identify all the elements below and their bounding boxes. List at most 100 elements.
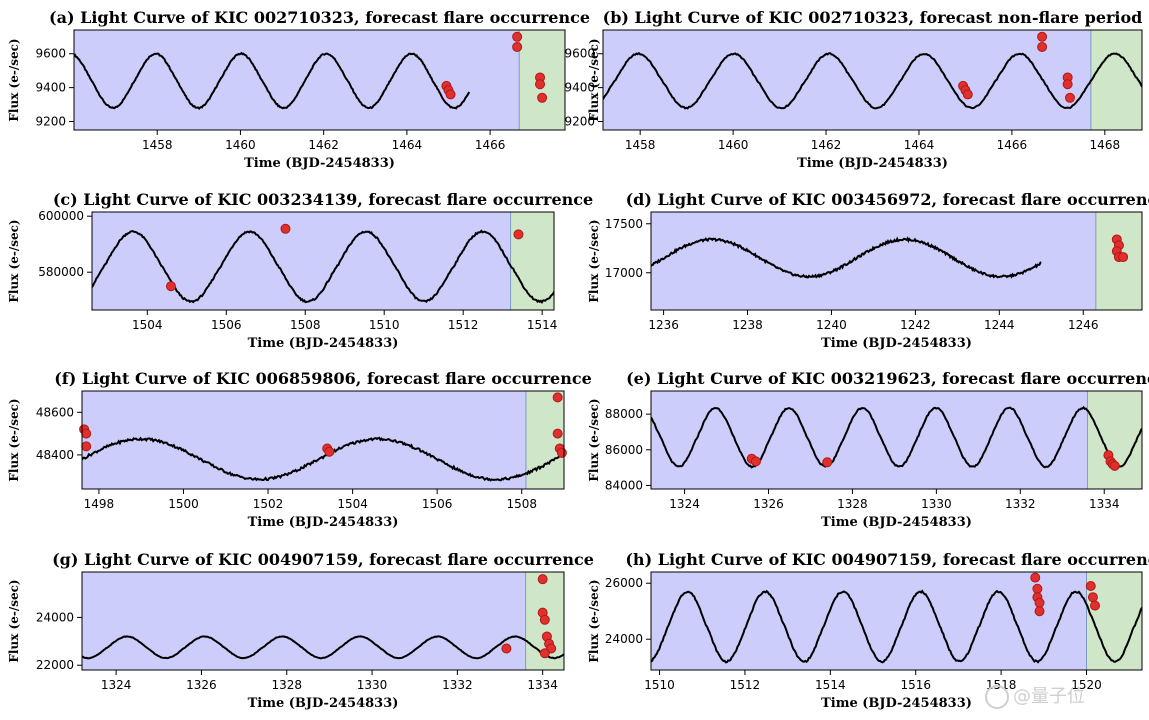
chart-title: (d) Light Curve of KIC 003456972, foreca… (626, 190, 1149, 209)
flare-region (1086, 572, 1142, 670)
flare-point (539, 648, 550, 659)
chart-title: (c) Light Curve of KIC 003234139, foreca… (53, 190, 593, 209)
x-tick-label: 1328 (271, 678, 302, 692)
flare-region (1087, 391, 1142, 489)
x-tick-label: 1246 (1068, 318, 1099, 332)
flare-region (510, 212, 554, 310)
y-tick-label: 48600 (36, 405, 74, 419)
x-tick-label: 1502 (253, 497, 284, 511)
x-tick-label: 1330 (357, 678, 388, 692)
x-axis-label: Time (BJD-2454833) (248, 696, 399, 711)
x-tick-label: 1328 (837, 497, 868, 511)
y-axis-label: Flux (e-/sec) (7, 219, 21, 302)
plot-frame (602, 29, 1143, 131)
x-tick-label: 1512 (448, 318, 479, 332)
flare-point (81, 441, 92, 452)
flux-line (74, 51, 471, 111)
y-tick-label: 17500 (605, 217, 643, 231)
x-axis-label: Time (BJD-2454833) (821, 696, 972, 711)
chart-title: (g) Light Curve of KIC 004907159, foreca… (52, 550, 594, 569)
plot-frame (91, 211, 555, 311)
x-tick-label: 1236 (648, 318, 679, 332)
panel-f: 1498 1500 1502 1504 1506 1508 48400 48600 (f) Li… (7, 369, 592, 530)
x-tick-label: 1458 (625, 138, 656, 152)
y-tick-label: 24000 (605, 632, 643, 646)
x-tick-label: 1332 (442, 678, 473, 692)
watermark: @量子位 (985, 682, 1145, 714)
flare-point (552, 392, 563, 403)
non-flare-region (82, 391, 526, 489)
plot-frame (650, 211, 1143, 311)
y-tick-label: 17000 (605, 266, 643, 280)
plot-frame (81, 390, 565, 490)
y-tick-label: 9200 (35, 115, 66, 129)
y-tick-label: 88000 (605, 407, 643, 421)
x-axis-label: Time (BJD-2454833) (248, 515, 399, 530)
flare-point (1034, 597, 1045, 608)
x-tick-label: 1462 (308, 138, 339, 152)
y-tick-label: 84000 (605, 478, 643, 492)
flare-point (1037, 41, 1048, 52)
flare-point (513, 229, 524, 240)
flare-point (324, 446, 335, 457)
flux-line (82, 635, 564, 660)
y-tick-label: 26000 (605, 576, 643, 590)
y-axis-label: Flux (e-/sec) (7, 398, 21, 481)
flare-point (822, 457, 833, 468)
y-tick-label: 86000 (605, 443, 643, 457)
chart-title: (b) Light Curve of KIC 002710323, foreca… (603, 8, 1143, 27)
flare-region (1090, 30, 1142, 130)
non-flare-region (74, 30, 520, 130)
flare-point (552, 428, 563, 439)
y-tick-label: 48400 (36, 448, 74, 462)
y-tick-label: 9400 (35, 81, 66, 95)
x-tick-label: 1510 (644, 678, 675, 692)
y-axis-label: Flux (e-/sec) (7, 38, 21, 121)
flare-point (1064, 92, 1075, 103)
x-tick-label: 1466 (997, 138, 1028, 152)
flare-point (81, 428, 92, 439)
panel-e: 1324 1326 1328 1330 1332 1334 84000 86000 88000 (… (587, 369, 1149, 530)
flare-point (1037, 31, 1048, 42)
watermark-text: @量子位 (1013, 686, 1085, 707)
flare-point (1034, 606, 1045, 617)
y-tick-label: 24000 (36, 610, 74, 624)
x-tick-label: 1324 (101, 678, 132, 692)
flare-point (1090, 600, 1101, 611)
flare-point (750, 456, 761, 467)
flare-point (1109, 460, 1120, 471)
x-tick-label: 1326 (753, 497, 784, 511)
y-axis-label: Flux (e-/sec) (587, 219, 601, 302)
x-tick-label: 1240 (816, 318, 847, 332)
plot-frame (73, 29, 566, 131)
y-tick-label: 22000 (36, 658, 74, 672)
flare-point (501, 643, 512, 654)
x-tick-label: 1244 (984, 318, 1015, 332)
flare-point (1118, 252, 1129, 263)
x-tick-label: 1462 (811, 138, 842, 152)
x-tick-label: 1330 (921, 497, 952, 511)
flare-point (1087, 592, 1098, 603)
x-tick-label: 1508 (506, 497, 537, 511)
panel-c: 1504 1506 1508 1510 1512 1514 580000 600000(c) … (7, 190, 593, 351)
flux-line (651, 589, 1142, 664)
flare-region (525, 391, 564, 489)
non-flare-region (92, 212, 511, 310)
panel-d: 1236 1238 1240 1242 1244 1246 17000 17500 (d) Li… (587, 190, 1149, 351)
flare-point (1085, 581, 1096, 591)
y-axis-label: Flux (e-/sec) (7, 579, 21, 662)
x-tick-label: 1516 (900, 678, 931, 692)
panel-b: 1458 1460 1462 1464 1466 1468 9200 9400 9600 (b) … (564, 8, 1143, 171)
x-tick-label: 1460 (718, 138, 749, 152)
y-tick-label: 9600 (564, 47, 595, 61)
flux-line (651, 405, 1142, 469)
x-tick-label: 1458 (142, 138, 173, 152)
flux-line (603, 51, 1142, 110)
chart-title: (f) Light Curve of KIC 006859806, foreca… (54, 369, 592, 388)
flare-point (445, 89, 456, 100)
x-tick-label: 1326 (186, 678, 217, 692)
x-tick-label: 1242 (900, 318, 931, 332)
chart-title: (h) Light Curve of KIC 004907159, foreca… (625, 550, 1149, 569)
flare-point (962, 89, 973, 100)
